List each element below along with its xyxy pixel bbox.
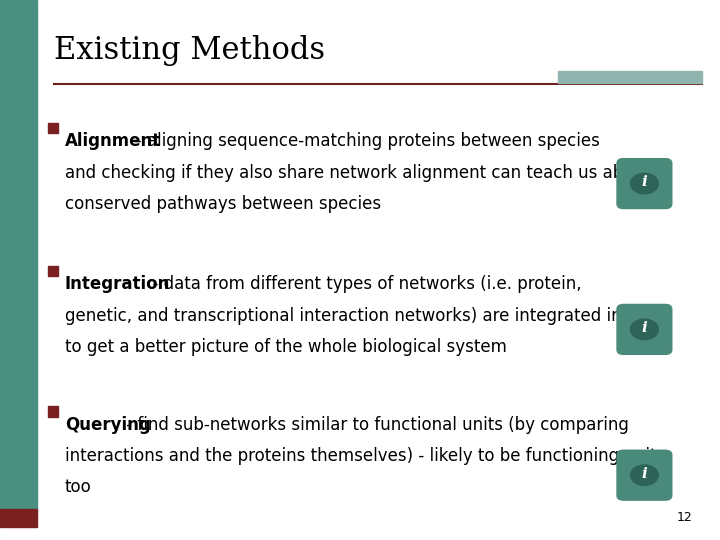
Text: i: i <box>642 321 647 335</box>
Text: Integration: Integration <box>65 275 170 293</box>
Text: Existing Methods: Existing Methods <box>54 35 325 66</box>
Bar <box>48 406 58 417</box>
Text: Querying: Querying <box>65 416 150 434</box>
Text: - find sub-networks similar to functional units (by comparing: - find sub-networks similar to functiona… <box>121 416 629 434</box>
Bar <box>48 123 58 133</box>
Bar <box>558 71 702 83</box>
Text: 12: 12 <box>677 511 693 524</box>
Text: - data from different types of networks (i.e. protein,: - data from different types of networks … <box>143 275 582 293</box>
Text: interactions and the proteins themselves) - likely to be functioning units: interactions and the proteins themselves… <box>65 447 665 465</box>
Bar <box>0 0 37 510</box>
Circle shape <box>630 464 659 486</box>
Circle shape <box>630 173 659 194</box>
Text: – aligning sequence-matching proteins between species: – aligning sequence-matching proteins be… <box>128 132 600 150</box>
Text: to get a better picture of the whole biological system: to get a better picture of the whole bio… <box>65 338 507 356</box>
Text: i: i <box>642 467 647 481</box>
FancyBboxPatch shape <box>616 158 672 209</box>
Circle shape <box>630 319 659 340</box>
Text: i: i <box>642 176 647 190</box>
Text: Alignment: Alignment <box>65 132 161 150</box>
Text: conserved pathways between species: conserved pathways between species <box>65 195 381 213</box>
Text: genetic, and transcriptional interaction networks) are integrated in order: genetic, and transcriptional interaction… <box>65 307 671 325</box>
FancyBboxPatch shape <box>616 303 672 355</box>
Bar <box>0 509 37 526</box>
Bar <box>48 266 58 276</box>
Text: and checking if they also share network alignment can teach us about: and checking if they also share network … <box>65 164 650 181</box>
FancyBboxPatch shape <box>616 449 672 501</box>
Text: too: too <box>65 478 91 496</box>
